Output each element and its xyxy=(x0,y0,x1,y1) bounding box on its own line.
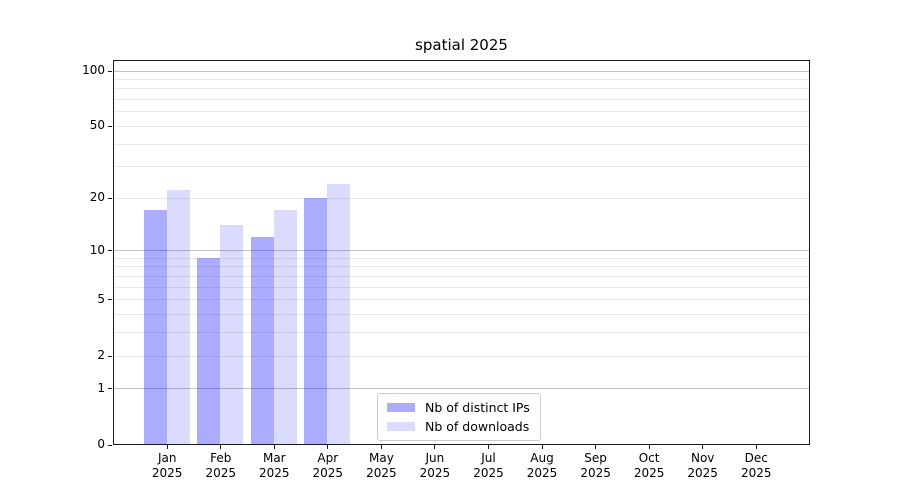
chart-title: spatial 2025 xyxy=(415,36,508,54)
x-tick-label-jul: Jul 2025 xyxy=(473,451,504,480)
legend-item-nb-of-downloads: Nb of downloads xyxy=(387,419,530,434)
minor-gridline xyxy=(113,88,810,90)
minor-gridline xyxy=(113,125,810,127)
minor-gridline xyxy=(113,314,810,316)
minor-gridline xyxy=(113,257,810,259)
x-tick-label-feb: Feb 2025 xyxy=(205,451,237,480)
plot-area: Nb of distinct IPs Nb of downloads 0 1 2 5 10… xyxy=(82,60,810,480)
y-tick-label: 100 xyxy=(82,63,105,77)
bar-nb-of-downloads-mar xyxy=(273,210,297,445)
legend-item-nb-of-distinct-ips: Nb of distinct IPs xyxy=(387,400,530,415)
x-tick xyxy=(702,445,704,449)
minor-gridline xyxy=(113,143,810,145)
minor-gridline xyxy=(113,78,810,80)
minor-gridline xyxy=(113,276,810,277)
x-tick-label-dec: Dec 2025 xyxy=(741,451,772,480)
y-tick-label: 20 xyxy=(89,190,105,205)
bar-nb-of-downloads-apr xyxy=(327,183,351,445)
x-tick-label-oct: Oct 2025 xyxy=(633,451,665,480)
x-tick-label-jun: Jun 2025 xyxy=(419,451,451,480)
y-tick xyxy=(108,299,112,301)
y-tick-label: 1 xyxy=(97,380,105,395)
x-tick-label-mar: Mar 2025 xyxy=(259,451,290,480)
y-tick xyxy=(108,70,112,72)
x-tick xyxy=(541,445,543,449)
legend-label: Nb of downloads xyxy=(425,419,530,434)
y-tick xyxy=(108,355,112,357)
minor-gridline xyxy=(113,99,810,101)
x-tick xyxy=(595,445,597,449)
legend-swatch-icon xyxy=(387,422,415,431)
y-tick xyxy=(108,125,112,127)
y-tick xyxy=(108,444,112,446)
legend: Nb of distinct IPs Nb of downloads xyxy=(377,393,541,441)
minor-gridline xyxy=(113,111,810,113)
y-tick xyxy=(108,388,112,390)
x-tick-label-apr: Apr 2025 xyxy=(312,451,344,480)
x-tick xyxy=(380,445,382,449)
y-tick xyxy=(108,197,112,199)
bar-nb-of-downloads-jan xyxy=(166,190,190,445)
y-tick xyxy=(108,250,112,252)
x-tick xyxy=(755,445,757,449)
minor-gridline xyxy=(113,355,810,357)
y-tick-label: 2 xyxy=(97,348,105,362)
y-tick-label: 10 xyxy=(89,242,105,257)
y-tick-label: 0 xyxy=(97,437,105,451)
minor-gridline xyxy=(113,266,810,268)
bar-nb-of-distinct-ips-apr xyxy=(304,197,328,445)
x-tick xyxy=(434,445,436,449)
bar-nb-of-distinct-ips-jan xyxy=(143,210,167,445)
x-tick-label-sep: Sep 2025 xyxy=(580,451,611,480)
minor-gridline xyxy=(113,166,810,168)
minor-gridline xyxy=(113,299,810,301)
y-tick-label: 5 xyxy=(97,291,105,306)
bar-nb-of-distinct-ips-mar xyxy=(250,236,274,445)
major-gridline xyxy=(113,388,810,390)
x-tick-label-aug: Aug 2025 xyxy=(526,451,558,480)
x-tick xyxy=(327,445,329,449)
x-tick xyxy=(166,445,168,449)
minor-gridline xyxy=(113,286,810,288)
x-tick xyxy=(220,445,222,449)
x-tick xyxy=(488,445,489,449)
bar-nb-of-distinct-ips-feb xyxy=(197,257,221,445)
major-gridline xyxy=(113,70,810,72)
x-tick-label-nov: Nov 2025 xyxy=(687,451,718,480)
minor-gridline xyxy=(113,197,810,199)
y-tick-label: 50 xyxy=(89,118,105,133)
bar-nb-of-downloads-feb xyxy=(220,225,244,445)
legend-swatch-icon xyxy=(387,403,415,412)
x-tick xyxy=(648,445,650,449)
x-tick-label-may: May 2025 xyxy=(366,451,397,480)
major-gridline xyxy=(113,250,810,252)
x-tick-label-jan: Jan 2025 xyxy=(151,451,183,480)
legend-label: Nb of distinct IPs xyxy=(425,400,530,415)
minor-gridline xyxy=(113,332,810,334)
x-tick xyxy=(273,445,275,449)
